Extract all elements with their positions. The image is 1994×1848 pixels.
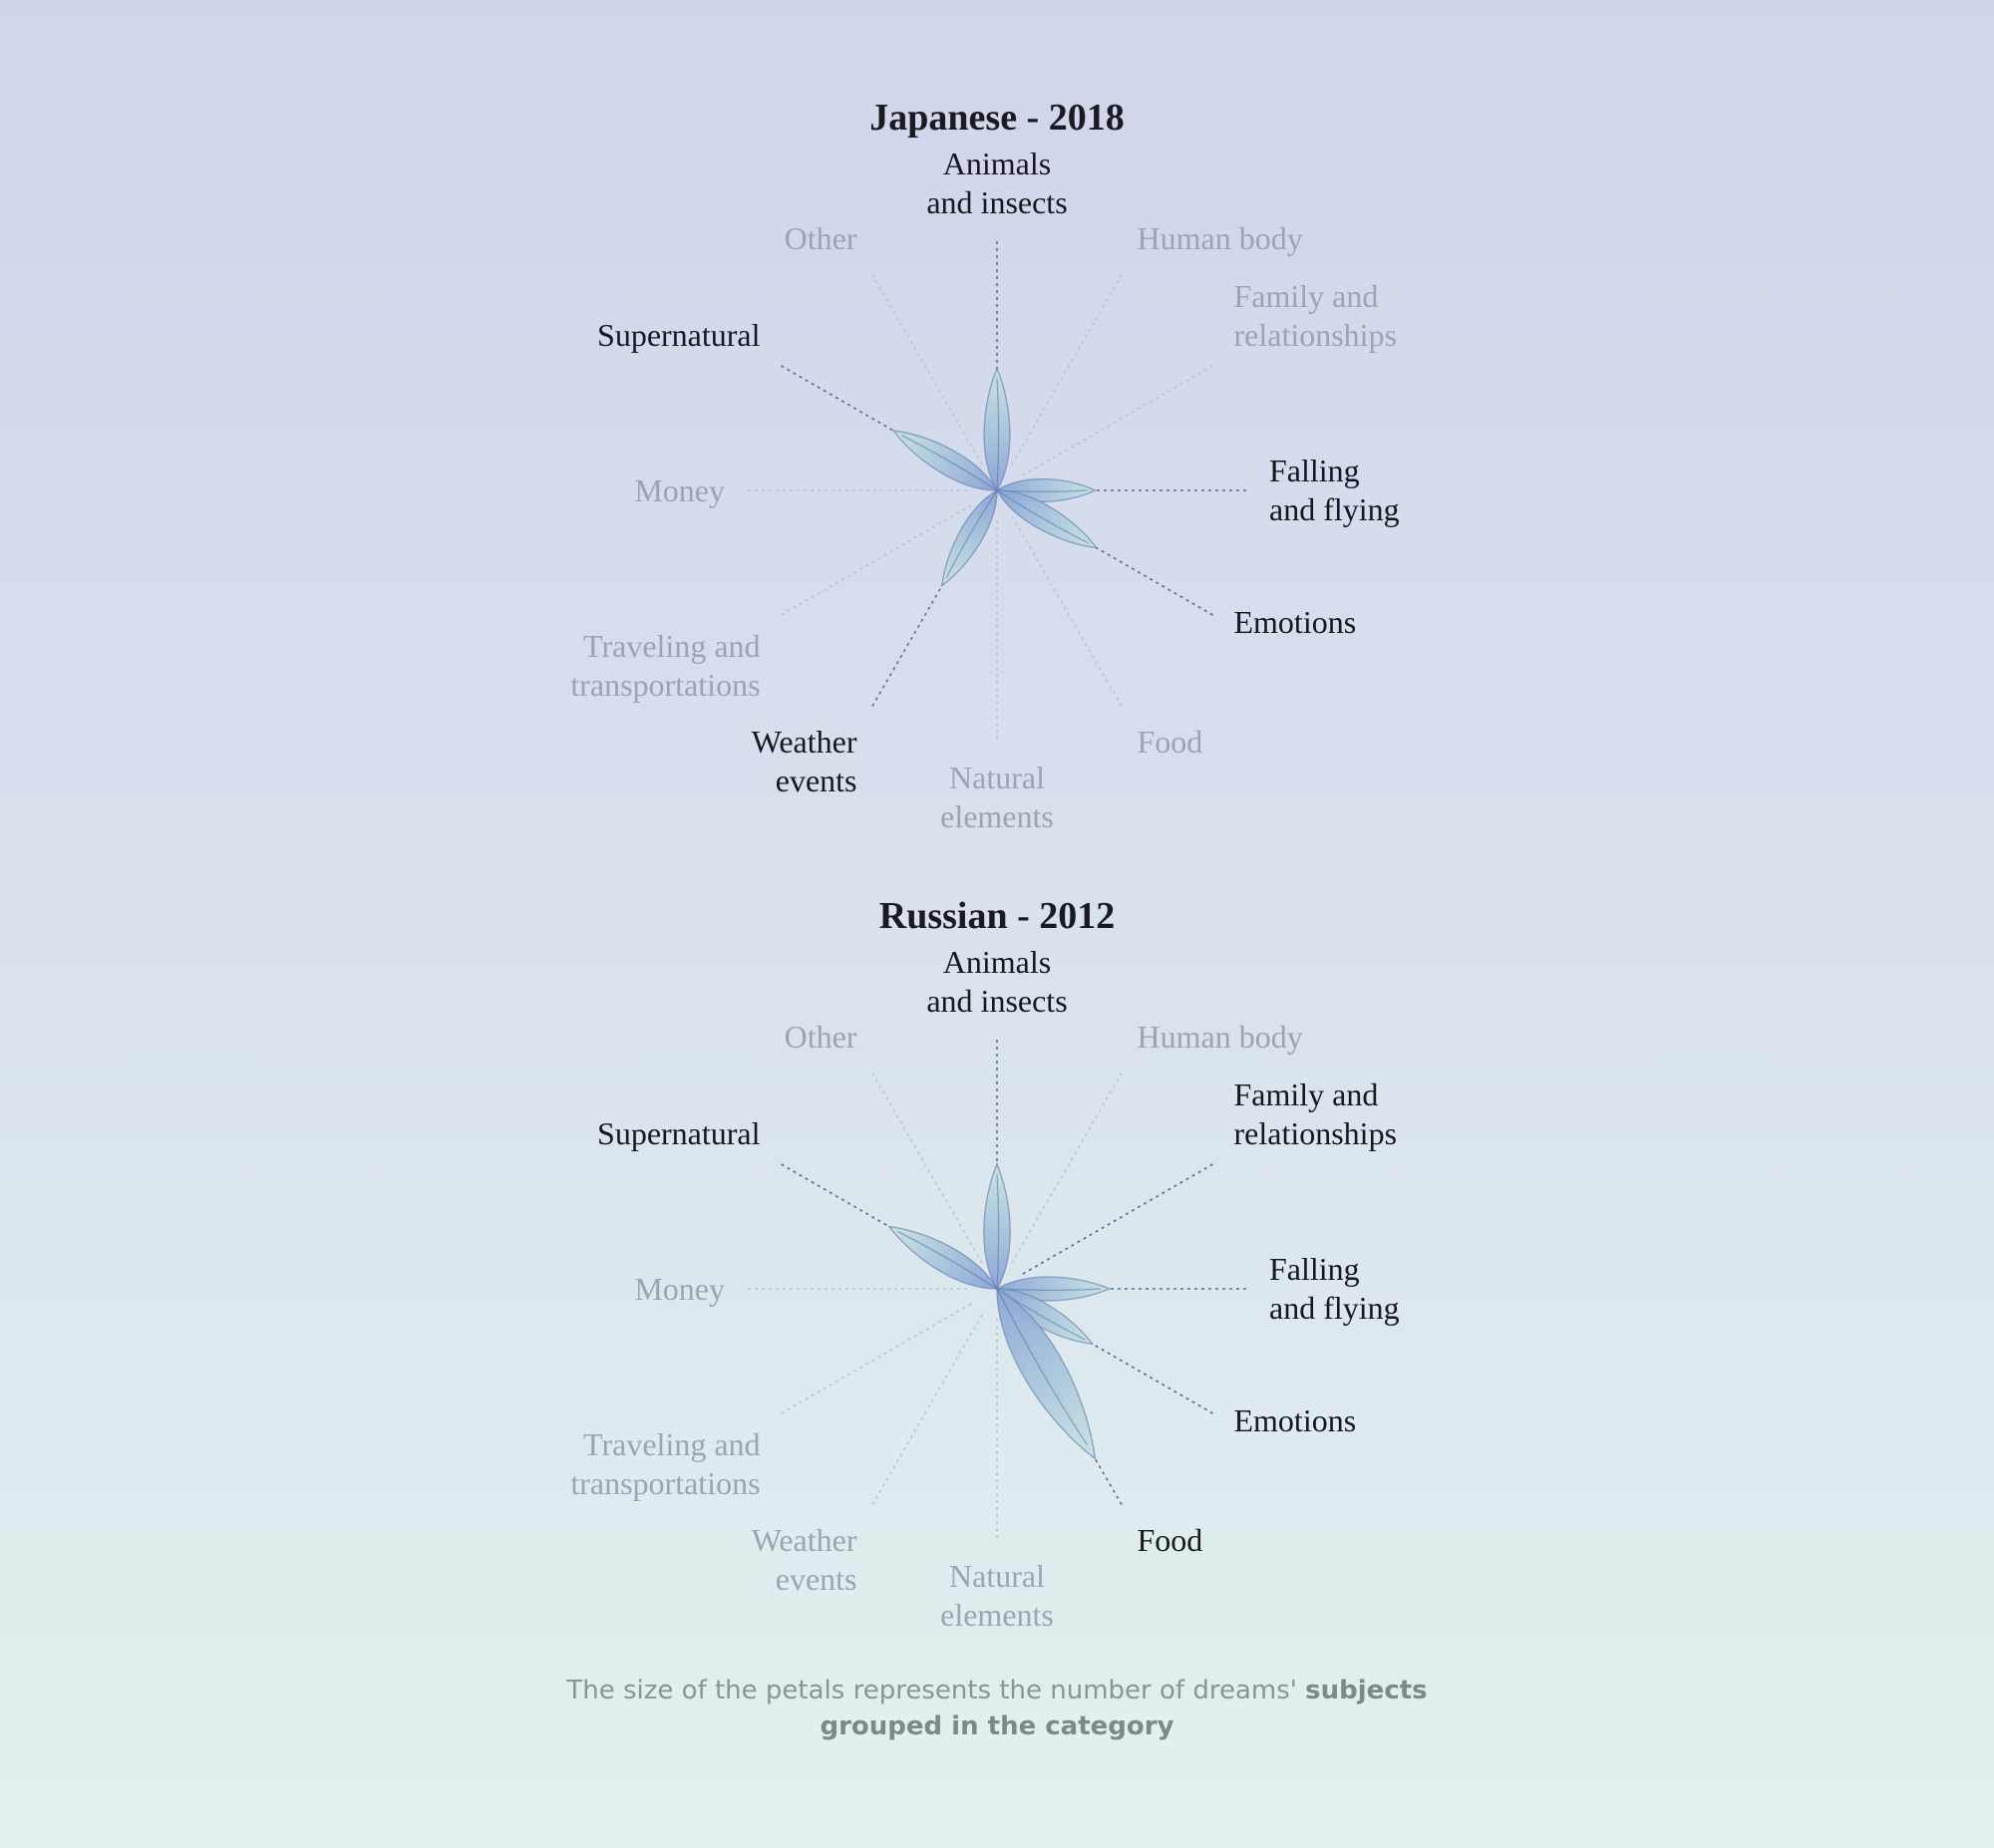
chart-title: Japanese - 2018 bbox=[869, 97, 1125, 139]
category-label-falling-and-flying: Falling and flying bbox=[1269, 1251, 1400, 1326]
guide-line-food bbox=[1011, 515, 1123, 707]
category-label-human-body: Human body bbox=[1137, 219, 1303, 256]
petal-weather-events bbox=[940, 488, 998, 588]
caption-text: The size of the petals represents the nu… bbox=[566, 1676, 1306, 1705]
petal-food bbox=[996, 1287, 1097, 1461]
category-label-traveling-and-transportations: Traveling and transportations bbox=[570, 627, 761, 703]
guide-line-family-and-relationships bbox=[1022, 1163, 1213, 1275]
guide-line-human-body bbox=[1011, 274, 1123, 465]
category-label-supernatural: Supernatural bbox=[597, 316, 761, 353]
chart-russian: Russian - 2012 Animals and insects Human … bbox=[0, 798, 1994, 1633]
guide-line-human-body bbox=[1011, 1073, 1123, 1264]
category-label-family-and-relationships: Family and relationships bbox=[1233, 1076, 1398, 1151]
caption-bold-grouped: grouped in the category bbox=[820, 1711, 1174, 1741]
category-label-traveling-and-transportations: Traveling and transportations bbox=[570, 1425, 761, 1501]
category-label-human-body: Human body bbox=[1137, 1018, 1303, 1055]
caption-bold-subjects: subjects bbox=[1305, 1676, 1428, 1705]
guide-line-other bbox=[871, 274, 983, 465]
petal-animals-and-insects bbox=[983, 1162, 1011, 1291]
category-label-natural-elements: Natural elements bbox=[940, 1558, 1054, 1633]
category-label-family-and-relationships: Family and relationships bbox=[1233, 277, 1398, 353]
petal-supernatural bbox=[891, 430, 999, 491]
flower-plot bbox=[748, 241, 1246, 740]
category-label-emotions: Emotions bbox=[1233, 1402, 1357, 1438]
petal-supernatural bbox=[887, 1225, 999, 1290]
category-label-natural-elements: Natural elements bbox=[940, 760, 1054, 834]
guide-line-traveling-and-transportations bbox=[781, 504, 972, 616]
category-label-animals-and-insects: Animals and insects bbox=[926, 944, 1068, 1019]
guide-line-other bbox=[871, 1073, 983, 1264]
category-label-other: Other bbox=[784, 1018, 857, 1055]
category-label-money: Money bbox=[634, 471, 725, 508]
petal-emotions bbox=[995, 489, 1099, 549]
flower-plot bbox=[748, 1040, 1246, 1538]
chart-title: Russian - 2012 bbox=[878, 895, 1116, 937]
category-label-emotions: Emotions bbox=[1233, 604, 1357, 640]
caption: The size of the petals represents the nu… bbox=[0, 1673, 1994, 1744]
petal-animals-and-insects bbox=[983, 366, 1011, 492]
guide-line-family-and-relationships bbox=[1022, 365, 1213, 476]
category-label-animals-and-insects: Animals and insects bbox=[926, 146, 1068, 220]
category-label-weather-events: Weather events bbox=[751, 1522, 857, 1598]
category-label-food: Food bbox=[1137, 1522, 1203, 1559]
category-label-food: Food bbox=[1137, 724, 1203, 761]
guide-line-traveling-and-transportations bbox=[781, 1303, 972, 1414]
category-label-falling-and-flying: Falling and flying bbox=[1269, 453, 1400, 527]
category-label-money: Money bbox=[634, 1270, 725, 1307]
chart-japanese: Japanese - 2018 Animals and insects Human… bbox=[0, 0, 1994, 834]
category-label-other: Other bbox=[784, 219, 857, 256]
category-label-supernatural: Supernatural bbox=[597, 1114, 761, 1151]
category-label-weather-events: Weather events bbox=[751, 724, 857, 799]
guide-line-weather-events bbox=[871, 1314, 983, 1505]
